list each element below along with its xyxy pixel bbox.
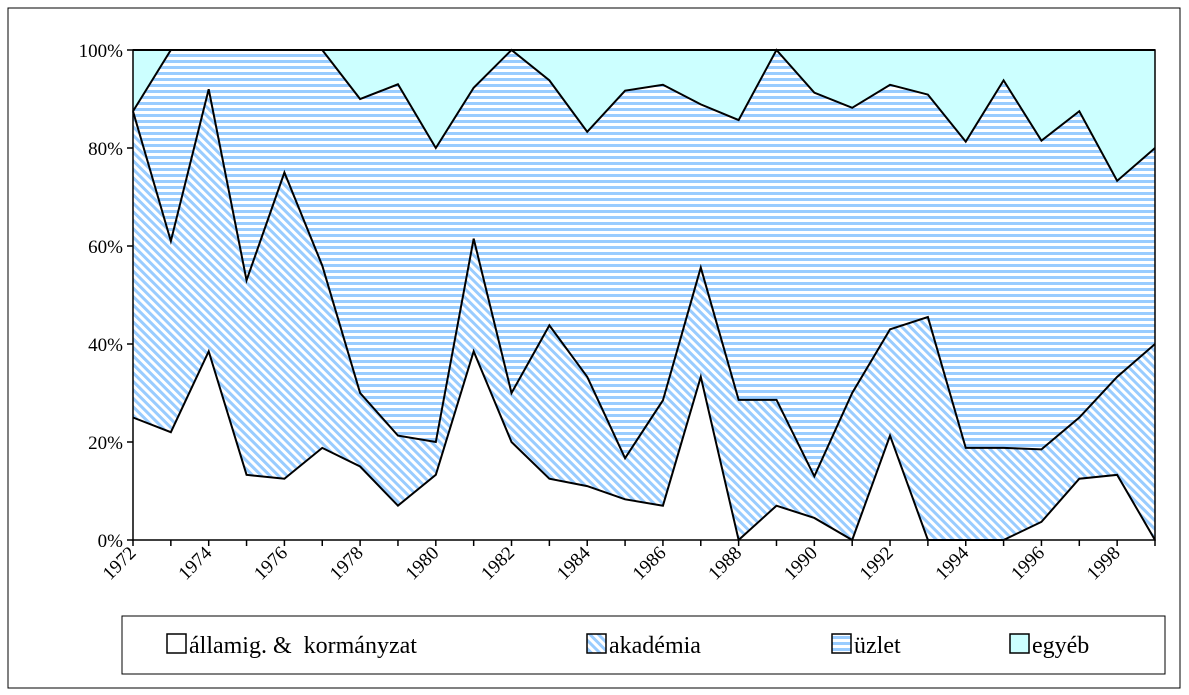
area (133, 89, 1155, 540)
legend-box (121, 615, 1166, 675)
legend-swatch (831, 633, 852, 654)
legend-swatch (1009, 633, 1030, 654)
legend-label: egyéb (1032, 633, 1089, 659)
legend-swatch (586, 633, 607, 654)
y-tick-label: 40% (88, 335, 123, 356)
y-tick-label: 0% (98, 531, 124, 552)
y-tick-label: 60% (88, 237, 123, 258)
area (133, 50, 1155, 181)
legend-label: államig. & kormányzat (189, 633, 417, 659)
legend-label: akadémia (609, 633, 701, 659)
legend-swatch (166, 633, 187, 654)
area (133, 351, 1155, 540)
y-tick-label: 100% (79, 41, 124, 62)
legend-label: üzlet (854, 633, 901, 659)
y-tick-label: 80% (88, 139, 123, 160)
plot-border (132, 49, 1156, 541)
area (133, 50, 1155, 477)
series-line (132, 88, 1156, 479)
y-tick-label: 20% (88, 433, 123, 454)
